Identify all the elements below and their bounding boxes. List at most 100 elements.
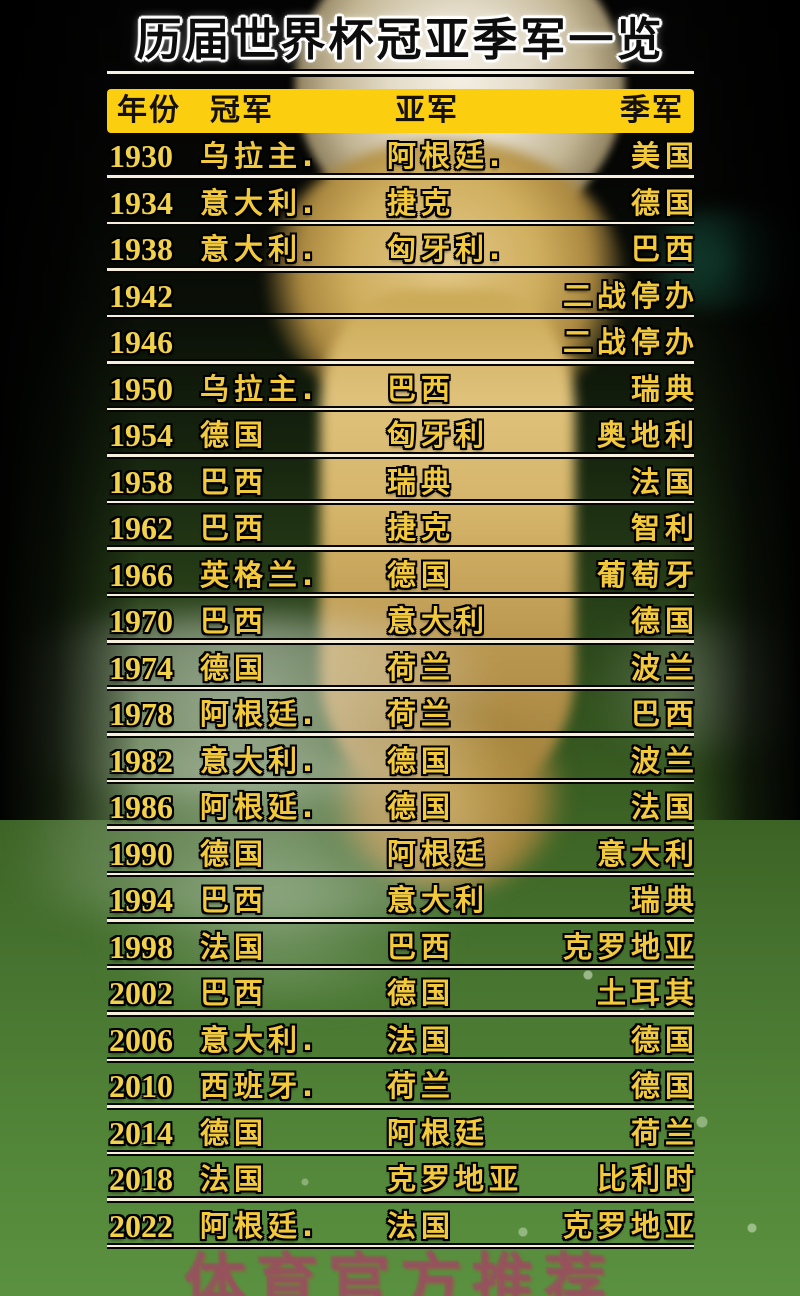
- row-runner-up: 巴西: [387, 929, 456, 964]
- row-champion: 德国: [200, 836, 269, 871]
- row-year: 1950: [109, 370, 173, 407]
- table-row: 2006 意大利. 法国 德国: [107, 1019, 694, 1066]
- row-third: 美国: [630, 139, 699, 173]
- row-war-note: 二战停办: [562, 278, 699, 313]
- row-champion: 意大利.: [200, 185, 319, 220]
- row-champion: 英格兰.: [200, 557, 319, 592]
- row-runner-up: 荷兰: [387, 650, 456, 685]
- row-third: 德国: [630, 1022, 699, 1057]
- row-champion: 阿根廷.: [200, 697, 319, 731]
- row-third: 克罗地亚: [562, 929, 699, 964]
- row-runner-up: 阿根廷.: [387, 139, 506, 173]
- row-runner-up: 巴西: [387, 371, 456, 406]
- row-champion: 巴西: [200, 976, 269, 1010]
- row-champion: 巴西: [200, 464, 269, 499]
- row-champion: 法国: [200, 1162, 269, 1196]
- table-row: 1938 意大利. 匈牙利. 巴西: [107, 228, 694, 275]
- row-champion: 乌拉主.: [200, 371, 319, 406]
- row-year: 1938: [109, 231, 173, 267]
- row-third: 波兰: [630, 650, 699, 685]
- row-runner-up: 荷兰: [387, 697, 456, 731]
- table-row: 1978 阿根廷. 荷兰 巴西: [107, 693, 694, 740]
- row-runner-up: 意大利: [387, 883, 490, 917]
- row-champion: 德国: [200, 650, 269, 685]
- row-third: 智利: [630, 511, 699, 545]
- table-row: 1986 阿根延. 德国 法国: [107, 786, 694, 833]
- watermark-text: 体育官方推荐: [183, 1246, 616, 1296]
- row-champion: 意大利.: [200, 232, 319, 266]
- table-row: 1930 乌拉主. 阿根廷. 美国: [107, 135, 694, 182]
- row-third: 意大利: [596, 836, 699, 871]
- header-champion: 冠军: [210, 93, 274, 128]
- row-third: 德国: [630, 604, 699, 638]
- title-underline: [107, 69, 694, 77]
- table-row: 1942 二战停办: [107, 275, 694, 322]
- table-row: 1954 德国 匈牙利 奥地利: [107, 414, 694, 461]
- table-row: 1934 意大利. 捷克 德国: [107, 182, 694, 229]
- row-third: 奥地利: [596, 418, 699, 452]
- table-row: 1982 意大利. 德国 波兰: [107, 740, 694, 787]
- row-runner-up: 法国: [387, 1208, 456, 1243]
- table-header-bar: 年份 冠军 亚军 季军: [107, 89, 694, 133]
- row-year: 2018: [109, 1161, 173, 1197]
- header-runner-up: 亚军: [395, 93, 459, 128]
- row-champion: 德国: [200, 418, 269, 452]
- table-row: 2022 阿根廷. 法国 克罗地亚: [107, 1205, 694, 1252]
- row-year: 2002: [109, 975, 173, 1011]
- table-row: 1962 巴西 捷克 智利: [107, 507, 694, 554]
- row-third: 荷兰: [630, 1115, 699, 1150]
- page-title: 历届世界杯冠亚季军一览: [136, 13, 665, 66]
- row-year: 1974: [109, 649, 173, 686]
- row-year: 1966: [109, 556, 173, 593]
- row-year: 1982: [109, 742, 173, 779]
- row-champion: 巴西: [200, 883, 269, 917]
- table-row: 1998 法国 巴西 克罗地亚: [107, 926, 694, 973]
- row-third: 巴西: [630, 697, 699, 731]
- table-row: 1990 德国 阿根廷 意大利: [107, 833, 694, 880]
- row-runner-up: 荷兰: [387, 1069, 456, 1103]
- row-third: 波兰: [630, 743, 699, 778]
- row-runner-up: 阿根廷: [387, 1115, 490, 1150]
- row-year: 1994: [109, 882, 173, 918]
- row-year: 1942: [109, 277, 173, 314]
- row-runner-up: 法国: [387, 1022, 456, 1057]
- row-champion: 意大利.: [200, 743, 319, 778]
- row-year: 1946: [109, 324, 173, 360]
- row-runner-up: 德国: [387, 976, 456, 1010]
- row-third: 葡萄牙: [596, 557, 699, 592]
- row-runner-up: 捷克: [387, 511, 456, 545]
- row-champion: 德国: [200, 1115, 269, 1150]
- row-champion: 意大利.: [200, 1022, 319, 1057]
- row-third: 法国: [630, 790, 699, 824]
- row-champion: 阿根廷.: [200, 1208, 319, 1243]
- table-rows: 1930 乌拉主. 阿根廷. 美国 1934 意大利. 捷克 德国 1938 意…: [107, 135, 694, 1251]
- row-year: 1970: [109, 603, 173, 639]
- row-runner-up: 克罗地亚: [387, 1162, 524, 1196]
- row-runner-up: 德国: [387, 743, 456, 778]
- header-third: 季军: [620, 93, 684, 128]
- row-third: 比利时: [596, 1162, 699, 1196]
- row-year: 1986: [109, 789, 173, 825]
- table-row: 1966 英格兰. 德国 葡萄牙: [107, 554, 694, 601]
- table-row: 1974 德国 荷兰 波兰: [107, 647, 694, 694]
- table-row: 2018 法国 克罗地亚 比利时: [107, 1158, 694, 1205]
- row-year: 1958: [109, 463, 173, 500]
- row-runner-up: 捷克: [387, 185, 456, 220]
- table-panel: 历届世界杯冠亚季军一览 年份 冠军 亚军 季军 1930 乌拉主. 阿根廷. 美…: [107, 0, 694, 1251]
- row-runner-up: 意大利: [387, 604, 490, 638]
- table-row: 2002 巴西 德国 土耳其: [107, 972, 694, 1019]
- row-third: 德国: [630, 1069, 699, 1103]
- row-year: 1978: [109, 696, 173, 732]
- row-champion: 巴西: [200, 511, 269, 545]
- row-third: 瑞典: [630, 371, 699, 406]
- table-row: 1950 乌拉主. 巴西 瑞典: [107, 368, 694, 415]
- row-third: 克罗地亚: [562, 1208, 699, 1243]
- row-year: 1934: [109, 184, 173, 221]
- row-year: 2022: [109, 1207, 173, 1244]
- row-runner-up: 匈牙利: [387, 418, 490, 452]
- table-row: 1946 二战停办: [107, 321, 694, 368]
- row-third: 德国: [630, 185, 699, 220]
- row-year: 1962: [109, 510, 173, 546]
- table-row: 1958 巴西 瑞典 法国: [107, 461, 694, 508]
